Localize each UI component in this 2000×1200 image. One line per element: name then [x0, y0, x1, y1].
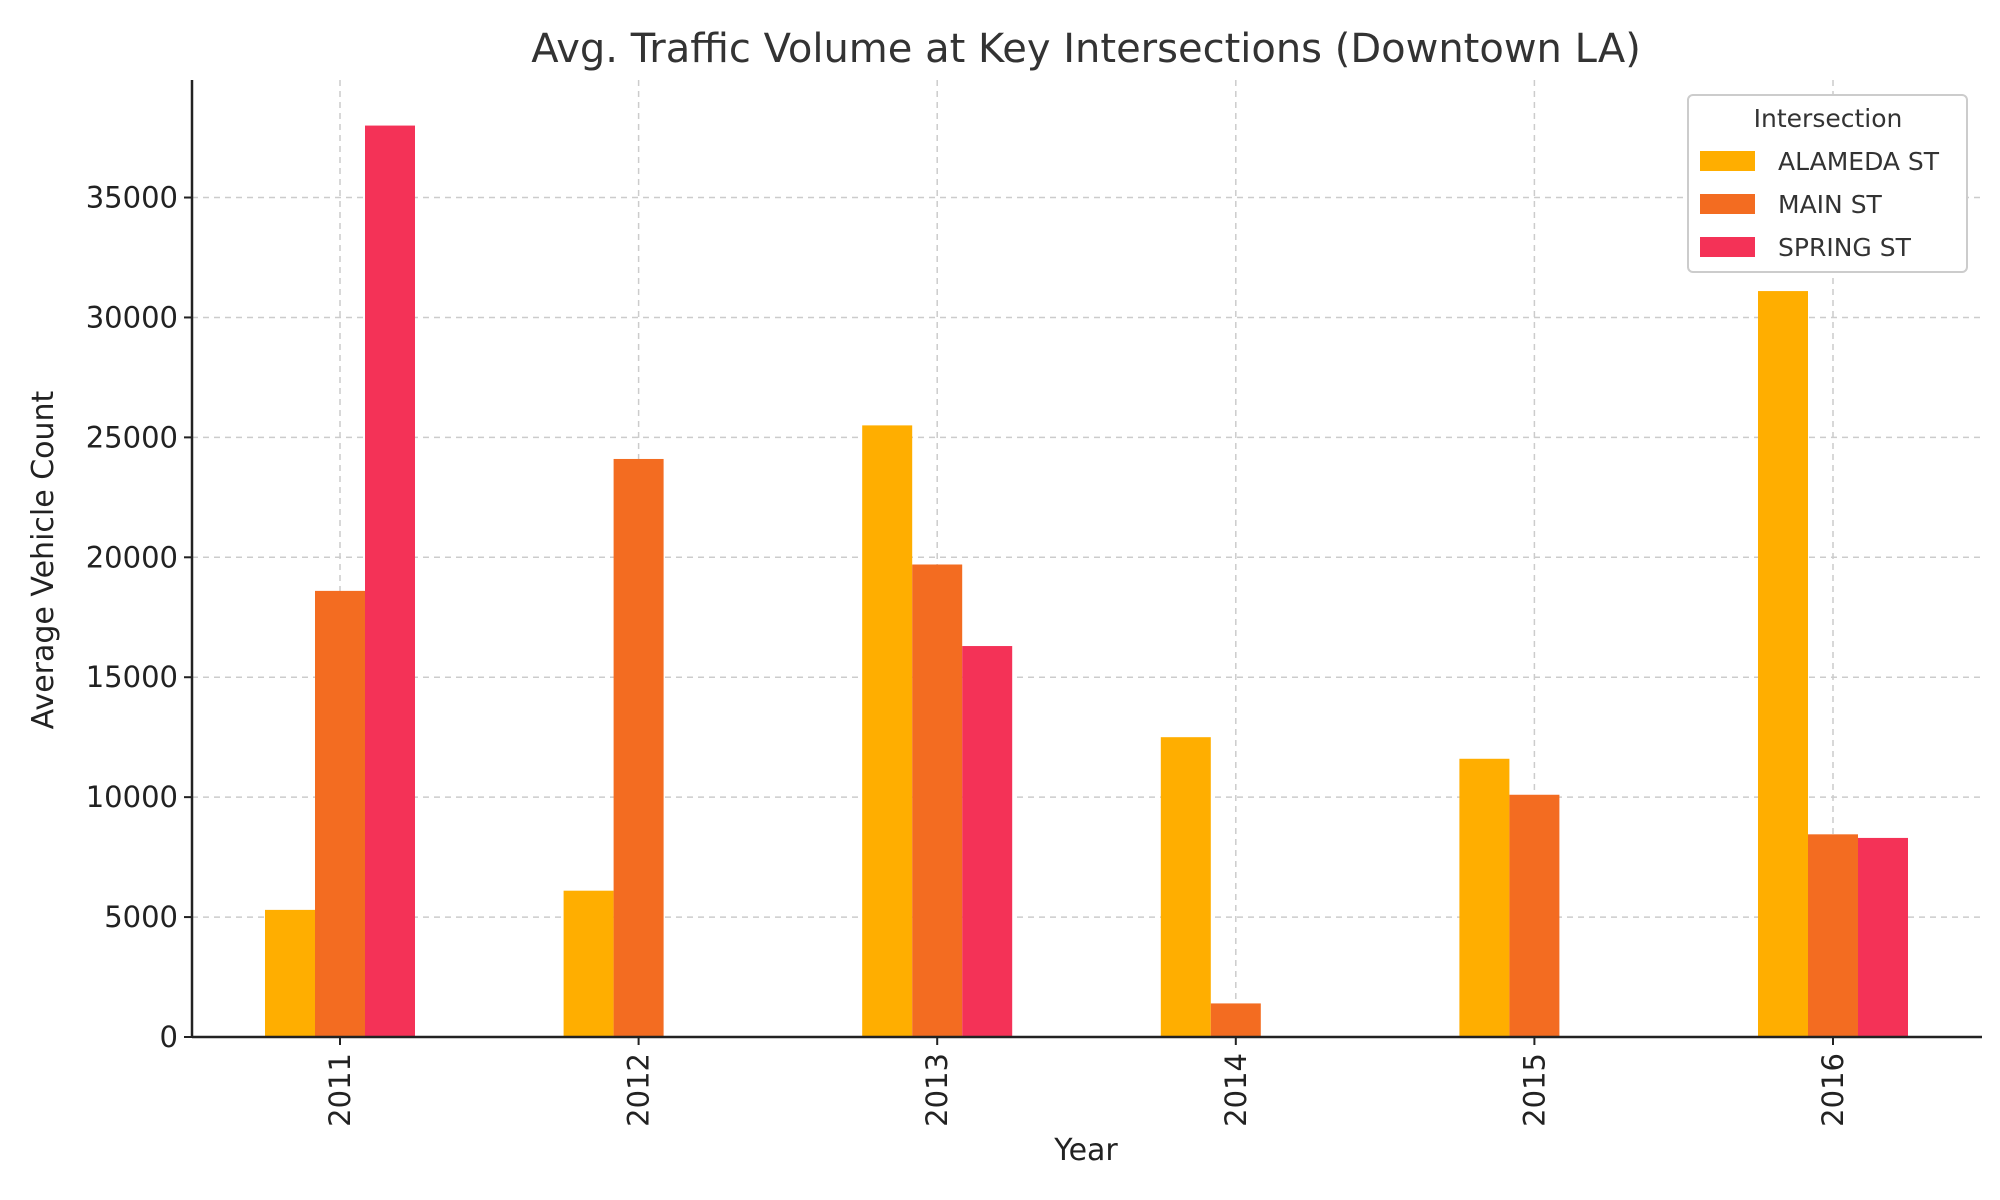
y-tick-label: 10000	[86, 780, 178, 814]
x-tick-label: 2012	[622, 1053, 656, 1127]
y-tick-label: 20000	[86, 540, 178, 574]
x-tick-label: 2015	[1517, 1053, 1551, 1127]
bar-spring-st-2011	[365, 125, 415, 1038]
chart-title: Avg. Traffic Volume at Key Intersections…	[531, 26, 1641, 72]
legend-label: ALAMEDA ST	[1778, 147, 1940, 176]
x-tick-label: 2011	[323, 1053, 357, 1127]
x-tick-label: 2014	[1219, 1053, 1253, 1127]
bar-alameda-st-2011	[265, 909, 315, 1037]
y-tick-label: 5000	[104, 900, 178, 934]
legend-items: ALAMEDA ST MAIN ST SPRING ST	[1700, 147, 1940, 262]
legend-swatch	[1700, 237, 1755, 257]
legend-box	[1687, 94, 1968, 273]
axes	[190, 80, 1982, 1039]
bar-main-st-2013	[912, 564, 963, 1037]
tick-labels: 0 5000 10000 15000 20000 25000 30000 35000 2011 2…	[86, 181, 1850, 1127]
bar-alameda-st-2012	[563, 890, 614, 1037]
bar-spring-st-2013	[962, 646, 1013, 1037]
bar-main-st-2014	[1210, 1003, 1261, 1037]
bar-alameda-st-2014	[1160, 737, 1211, 1037]
bar-alameda-st-2015	[1459, 758, 1510, 1037]
y-tick-label: 30000	[86, 300, 178, 334]
legend-swatch	[1700, 194, 1755, 214]
legend-label: SPRING ST	[1778, 233, 1912, 262]
bar-main-st-2015	[1509, 794, 1560, 1037]
y-tick-label: 15000	[86, 660, 178, 694]
y-tick-label: 35000	[86, 181, 178, 215]
x-tick-label: 2013	[920, 1053, 954, 1127]
legend-title: Intersection	[1754, 104, 1903, 133]
legend-label: MAIN ST	[1778, 190, 1883, 219]
x-tick-label: 2016	[1816, 1053, 1850, 1127]
legend: Intersection ALAMEDA ST MAIN ST SPRING ST	[1687, 94, 1968, 273]
legend-swatch	[1700, 151, 1755, 171]
y-axis-label: Average Vehicle Count	[26, 390, 61, 729]
bar-alameda-st-2013	[862, 425, 913, 1038]
bar-main-st-2012	[613, 458, 664, 1037]
x-axis-label: Year	[1053, 1133, 1118, 1168]
y-tick-label: 0	[160, 1020, 178, 1054]
bar-main-st-2016	[1808, 834, 1858, 1037]
bar-main-st-2011	[315, 590, 365, 1037]
bar-alameda-st-2016	[1758, 291, 1808, 1038]
bars	[265, 125, 1908, 1038]
y-tick-label: 25000	[86, 420, 178, 454]
bar-spring-st-2016	[1858, 837, 1908, 1037]
